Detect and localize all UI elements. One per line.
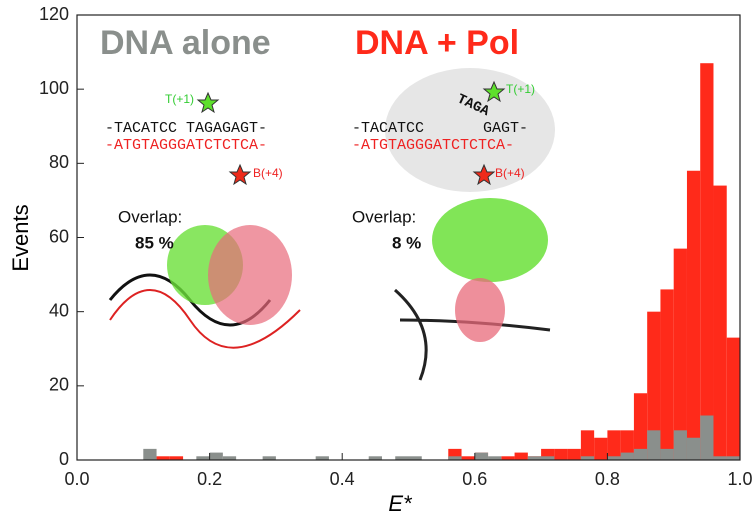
x-tick-label: 0.8 bbox=[595, 469, 620, 489]
bar bbox=[395, 456, 409, 460]
bar bbox=[262, 456, 276, 460]
x-axis-label: E* bbox=[388, 491, 413, 516]
annotation: -TACATCC bbox=[352, 120, 424, 137]
polymerase-shape bbox=[385, 68, 555, 192]
bar bbox=[700, 63, 714, 460]
y-tick-label: 40 bbox=[49, 300, 69, 320]
bar bbox=[673, 248, 687, 460]
bar bbox=[315, 456, 329, 460]
density-blob bbox=[432, 198, 548, 282]
legend-entry: DNA alone bbox=[100, 24, 271, 62]
y-tick-label: 60 bbox=[49, 226, 69, 246]
annotation: 8 % bbox=[392, 233, 421, 252]
x-tick-label: 1.0 bbox=[727, 469, 752, 489]
bar bbox=[713, 185, 727, 461]
bar bbox=[673, 430, 687, 460]
density-blob bbox=[455, 278, 505, 342]
bar bbox=[686, 170, 701, 460]
bar bbox=[368, 456, 382, 460]
annotation: -ATGTAGGGATCTCTCA- bbox=[352, 137, 514, 154]
bar bbox=[541, 456, 555, 460]
y-tick-label: 0 bbox=[59, 449, 69, 469]
y-tick-label: 80 bbox=[49, 152, 69, 172]
annotation: B(+4) bbox=[495, 166, 525, 180]
annotation: GAGT- bbox=[483, 120, 528, 137]
bar bbox=[620, 452, 634, 460]
x-tick-label: 0.2 bbox=[197, 469, 222, 489]
bar bbox=[461, 456, 475, 460]
bars bbox=[143, 63, 740, 461]
bar bbox=[143, 448, 157, 460]
annotation: T(+1) bbox=[165, 92, 194, 106]
bar bbox=[156, 456, 170, 460]
star bbox=[228, 163, 252, 186]
bar bbox=[554, 448, 568, 460]
bar bbox=[488, 456, 502, 460]
bar bbox=[580, 456, 595, 460]
bar bbox=[514, 452, 528, 460]
star bbox=[472, 163, 496, 186]
bar bbox=[660, 289, 674, 460]
bar bbox=[647, 311, 661, 460]
bar bbox=[541, 448, 555, 460]
inset-art bbox=[108, 68, 555, 381]
y-tick-label: 20 bbox=[49, 375, 69, 395]
bar bbox=[633, 393, 648, 460]
annotation: B(+4) bbox=[253, 166, 283, 180]
bar bbox=[501, 456, 515, 460]
annotation: Overlap: bbox=[118, 207, 182, 226]
bar bbox=[209, 452, 223, 460]
bar bbox=[580, 430, 595, 460]
x-tick-label: 0.4 bbox=[330, 469, 355, 489]
bar bbox=[222, 456, 237, 460]
bar bbox=[196, 456, 210, 460]
bar bbox=[169, 456, 184, 460]
y-tick-label: 100 bbox=[39, 78, 69, 98]
annotation: Overlap: bbox=[352, 207, 416, 226]
bar bbox=[633, 448, 648, 460]
bar bbox=[726, 337, 740, 460]
bar bbox=[686, 437, 701, 460]
bar bbox=[567, 448, 581, 460]
bar bbox=[700, 415, 714, 460]
density-blob bbox=[208, 225, 292, 325]
bar bbox=[594, 437, 608, 460]
bar bbox=[408, 456, 422, 460]
y-axis-label: Events bbox=[8, 204, 33, 271]
legend-entry: DNA + Pol bbox=[355, 24, 519, 62]
bar bbox=[607, 456, 621, 460]
bar bbox=[713, 456, 727, 460]
y-tick-label: 120 bbox=[39, 4, 69, 24]
bar bbox=[448, 456, 462, 460]
annotation: T(+1) bbox=[506, 82, 535, 96]
bar bbox=[527, 456, 542, 460]
bar bbox=[660, 448, 674, 460]
bar bbox=[607, 430, 621, 460]
annotation: -ATGTAGGGATCTCTCA- bbox=[105, 137, 267, 154]
bar bbox=[474, 452, 489, 460]
star bbox=[196, 91, 220, 114]
bar bbox=[448, 448, 462, 460]
x-tick-label: 0.0 bbox=[64, 469, 89, 489]
bar bbox=[726, 456, 740, 460]
annotation: 85 % bbox=[135, 233, 174, 252]
dna-strand bbox=[109, 289, 301, 349]
bar bbox=[647, 430, 661, 460]
star bbox=[482, 80, 506, 103]
x-tick-label: 0.6 bbox=[462, 469, 487, 489]
annotation: -TACATCC TAGAGAGT- bbox=[105, 120, 267, 137]
